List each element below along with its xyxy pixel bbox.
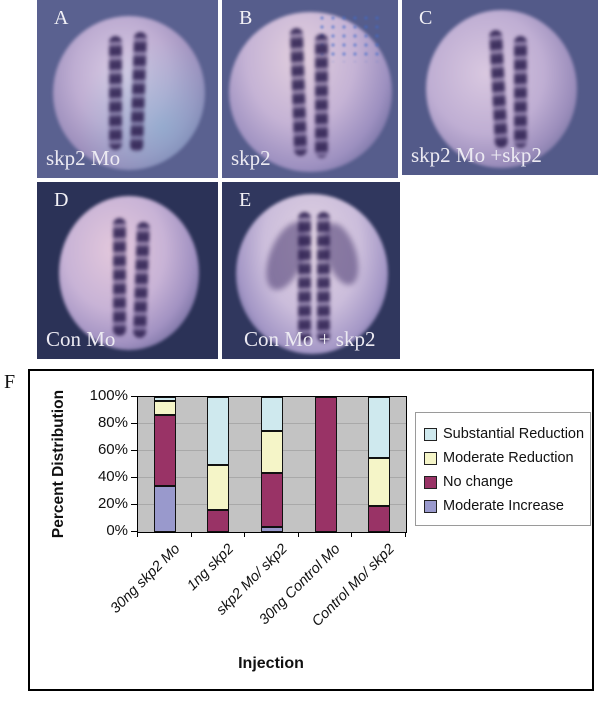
legend-swatch bbox=[424, 427, 437, 441]
legend-label: No change bbox=[443, 474, 514, 490]
bar-4 bbox=[314, 397, 337, 532]
panel-letter: B bbox=[239, 7, 253, 29]
panel-caption: Con Mo bbox=[46, 327, 116, 351]
bar-1 bbox=[153, 397, 176, 532]
panel-letter: A bbox=[54, 7, 69, 29]
y-axis-title: Percent Distribution bbox=[50, 389, 67, 539]
bar-segment-moderate-reduction bbox=[207, 464, 230, 511]
stain-stripe bbox=[113, 218, 126, 336]
y-tick-mark bbox=[131, 396, 137, 397]
plot-area bbox=[137, 396, 407, 533]
y-tick-label: 80% bbox=[97, 414, 128, 431]
bar-segment-substantial-reduction bbox=[261, 397, 283, 431]
bar-3 bbox=[261, 397, 283, 532]
bar-segment-no-change bbox=[153, 414, 176, 487]
y-tick-label: 20% bbox=[97, 495, 128, 512]
bar-segment-substantial-reduction bbox=[207, 397, 230, 465]
x-tick-mark bbox=[297, 532, 299, 537]
panel-caption: skp2 Mo bbox=[46, 146, 121, 170]
panel-caption: skp2 bbox=[231, 146, 271, 170]
panel-D-photo: D Con Mo bbox=[37, 182, 218, 359]
legend: Substantial Reduction Moderate Reduction N… bbox=[415, 412, 591, 526]
bar-segment-substantial-reduction bbox=[153, 397, 176, 402]
stain-speckles bbox=[318, 14, 380, 62]
panel-C-photo: C skp2 Mo +skp2 bbox=[402, 0, 598, 175]
x-axis-title: Injection bbox=[238, 655, 304, 672]
x-tick-mark bbox=[244, 532, 246, 537]
legend-item: Moderate Increase bbox=[424, 494, 590, 518]
embryo-image bbox=[59, 196, 199, 350]
category-label: 1ng skp2 bbox=[183, 541, 237, 594]
stain-stripe bbox=[315, 34, 328, 158]
bar-2 bbox=[207, 397, 230, 532]
chart-panel-F: Percent Distribution Injection Substanti… bbox=[28, 369, 594, 691]
legend-swatch bbox=[424, 499, 437, 513]
panel-E-photo: E Con Mo + skp2 bbox=[222, 182, 400, 359]
bar-segment-no-change bbox=[261, 472, 283, 527]
panel-B-photo: B skp2 bbox=[222, 0, 398, 178]
bar-segment-moderate-reduction bbox=[261, 430, 283, 473]
legend-label: Moderate Reduction bbox=[443, 450, 574, 466]
legend-item: Substantial Reduction bbox=[424, 422, 590, 446]
panel-letter: D bbox=[54, 189, 69, 211]
y-tick-mark bbox=[131, 504, 137, 505]
panel-caption: skp2 Mo +skp2 bbox=[411, 143, 542, 167]
bar-segment-no-change bbox=[314, 397, 337, 532]
bar-segment-moderate-reduction bbox=[153, 401, 176, 415]
category-label: 30ng skp2 Mo bbox=[107, 541, 184, 617]
bar-segment-substantial-reduction bbox=[368, 397, 391, 458]
legend-swatch bbox=[424, 451, 437, 465]
legend-label: Substantial Reduction bbox=[443, 426, 585, 442]
x-tick-mark bbox=[351, 532, 353, 537]
y-tick-label: 100% bbox=[89, 387, 128, 404]
bar-segment-moderate-increase bbox=[261, 526, 283, 532]
y-tick-mark bbox=[131, 531, 137, 532]
legend-item: No change bbox=[424, 470, 590, 494]
y-tick-label: 0% bbox=[106, 522, 128, 539]
panel-letter-F: F bbox=[4, 371, 16, 393]
bar-segment-moderate-reduction bbox=[368, 457, 391, 507]
bar-5 bbox=[368, 397, 391, 532]
panel-caption: Con Mo + skp2 bbox=[244, 327, 376, 351]
stain-stripe bbox=[317, 212, 330, 342]
x-tick-mark bbox=[405, 532, 406, 537]
y-tick-label: 40% bbox=[97, 468, 128, 485]
legend-item: Moderate Reduction bbox=[424, 446, 590, 470]
bar-segment-no-change bbox=[368, 506, 391, 532]
panel-letter: E bbox=[239, 189, 252, 211]
y-tick-mark bbox=[131, 450, 137, 451]
legend-swatch bbox=[424, 475, 437, 489]
bar-segment-moderate-increase bbox=[153, 486, 176, 532]
x-tick-mark bbox=[190, 532, 192, 537]
stain-stripe bbox=[298, 212, 311, 342]
stain-stripe bbox=[109, 36, 122, 150]
stain-stripe bbox=[514, 36, 527, 148]
x-tick-mark bbox=[137, 532, 138, 537]
legend-label: Moderate Increase bbox=[443, 498, 564, 514]
y-tick-mark bbox=[131, 423, 137, 424]
embryo-image bbox=[53, 16, 205, 170]
y-tick-mark bbox=[131, 477, 137, 478]
bar-segment-no-change bbox=[207, 510, 230, 532]
panel-A-photo: A skp2 Mo bbox=[37, 0, 218, 178]
embryo-image bbox=[236, 194, 388, 354]
y-tick-label: 60% bbox=[97, 441, 128, 458]
panel-letter: C bbox=[419, 7, 433, 29]
